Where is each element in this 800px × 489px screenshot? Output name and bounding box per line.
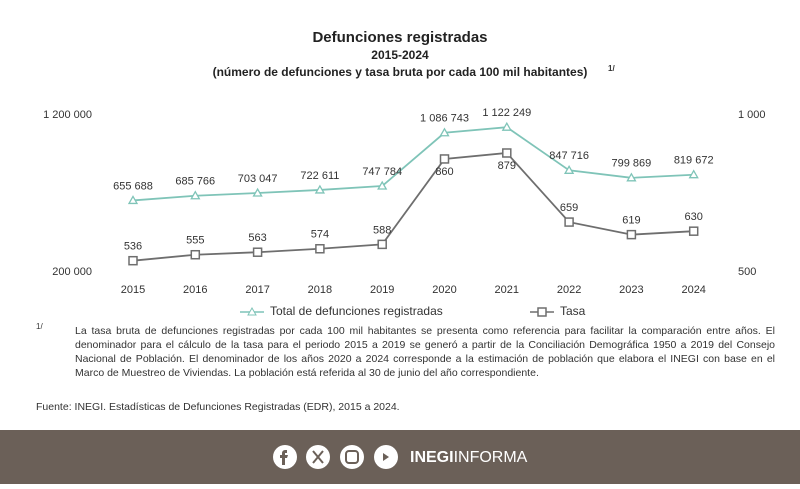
point	[314, 184, 326, 194]
point	[127, 195, 139, 205]
data-label: 574	[311, 229, 329, 241]
series-line	[132, 152, 694, 262]
brand-bold: INEGI	[410, 449, 454, 466]
data-label: 555	[186, 235, 204, 247]
data-label: 659	[560, 202, 578, 214]
chart-description: (número de defunciones y tasa bruta por …	[213, 65, 588, 79]
chart-title: Defunciones registradas	[312, 29, 487, 46]
y2-tick-label: 1 000	[738, 109, 766, 121]
series-line	[132, 126, 694, 202]
point	[190, 190, 201, 200]
data-label: 722 611	[300, 170, 339, 182]
point	[128, 255, 138, 266]
data-label: 703 047	[238, 173, 278, 185]
x-tick-label: 2024	[681, 284, 705, 296]
x-tick-label: 2019	[370, 284, 394, 296]
icon-glyph	[312, 450, 324, 464]
legend-label: Total de defunciones registradas	[270, 304, 443, 318]
footnote-ref: 1/	[36, 322, 43, 331]
point	[502, 148, 512, 158]
footer-bar: INEGIINFORMA	[0, 430, 800, 484]
brand-rest: INFORMA	[454, 449, 528, 466]
footnote: La tasa bruta de defunciones registradas…	[75, 325, 775, 379]
data-label: 1 122 249	[482, 107, 531, 119]
instagram-icon[interactable]	[340, 445, 364, 469]
point	[439, 154, 450, 164]
point	[377, 180, 388, 190]
data-label: 563	[248, 232, 266, 244]
chart-subtitle: 2015-2024	[371, 48, 429, 62]
x-tick-label: 2023	[619, 284, 643, 296]
note-ref: 1/	[608, 64, 615, 73]
svg-text:INEGIINFORMA: INEGIINFORMA	[410, 449, 528, 466]
y2-tick-label: 500	[738, 266, 756, 278]
data-label: 588	[373, 224, 391, 236]
chart: Defunciones registradas 2015-2024 (númer…	[43, 29, 766, 318]
y-tick-label: 200 000	[52, 266, 92, 278]
point	[315, 244, 325, 254]
data-label: 747 784	[362, 166, 402, 178]
x-tick-label: 2022	[557, 284, 581, 296]
point	[563, 164, 575, 174]
data-label: 1 086 743	[420, 113, 469, 125]
legend-marker	[537, 307, 547, 317]
x-tick-label: 2018	[308, 284, 332, 296]
legend-label: Tasa	[560, 304, 586, 318]
data-label: 536	[124, 241, 142, 253]
data-label: 860	[435, 166, 453, 178]
icon-glyph	[345, 450, 359, 464]
data-label: 619	[622, 215, 640, 227]
x-tick-label: 2017	[245, 284, 269, 296]
icon-glyph	[280, 450, 288, 465]
x-tick-label: 2016	[183, 284, 207, 296]
data-label: 847 716	[549, 150, 589, 162]
point	[439, 127, 450, 137]
point	[501, 121, 512, 131]
footer-icons: INEGIINFORMA	[273, 445, 528, 469]
data-label: 630	[685, 211, 703, 223]
point	[252, 187, 263, 197]
source: Fuente: INEGI. Estadísticas de Defuncion…	[36, 401, 400, 413]
data-label: 819 672	[674, 155, 714, 167]
point	[626, 229, 637, 240]
point	[377, 239, 387, 250]
x-tick-label: 2021	[495, 284, 519, 296]
data-label: 799 869	[612, 158, 652, 170]
legend-marker	[247, 306, 257, 316]
point	[688, 169, 699, 179]
x-tick-label: 2015	[121, 284, 145, 296]
point	[190, 249, 201, 260]
data-label: 685 766	[175, 176, 215, 188]
icon-glyph	[383, 453, 389, 461]
y-tick-label: 1 200 000	[43, 109, 92, 121]
point	[626, 172, 637, 182]
data-label: 879	[498, 160, 516, 172]
data-label: 655 688	[113, 180, 153, 192]
point	[252, 247, 263, 257]
point	[564, 217, 574, 227]
x-tick-label: 2020	[432, 284, 456, 296]
point	[688, 226, 699, 236]
